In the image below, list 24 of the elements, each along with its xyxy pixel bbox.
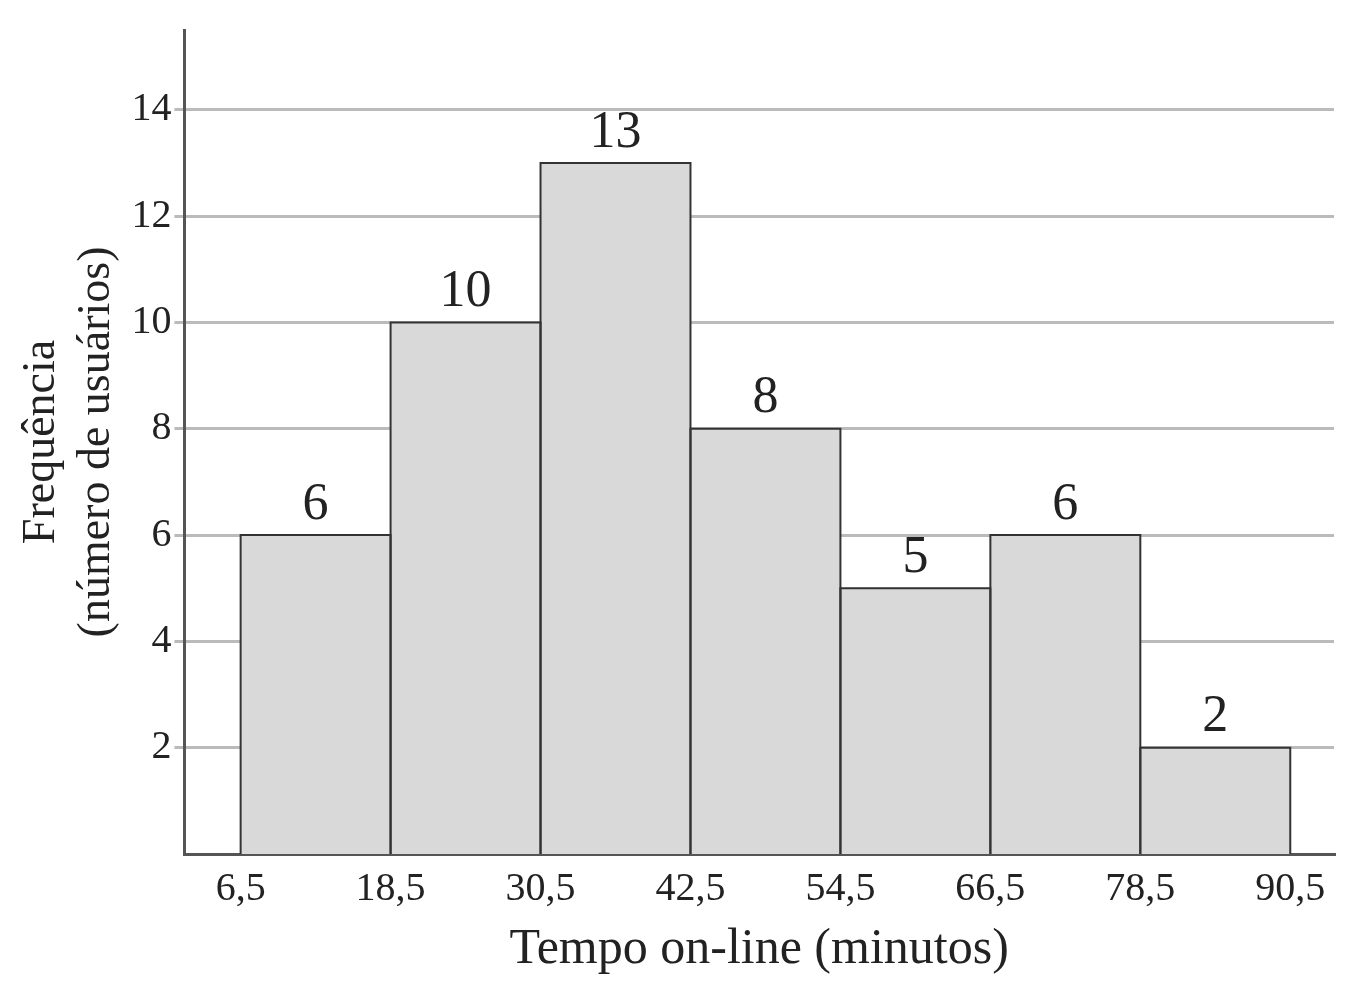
- data-label: 13: [589, 100, 642, 158]
- y-tick-label: 2: [151, 722, 172, 768]
- y-tick-label: 6: [151, 509, 172, 555]
- data-label: 6: [302, 472, 329, 530]
- x-tick-label: 30,5: [505, 863, 576, 909]
- data-label: 6: [1052, 472, 1079, 530]
- x-tick-label: 54,5: [805, 863, 876, 909]
- y-tick-label: 12: [131, 190, 172, 236]
- y-tick-label: 8: [151, 403, 172, 449]
- x-tick-label: 6,5: [215, 863, 266, 909]
- x-axis-title: Tempo on-line (minutos): [509, 918, 1009, 975]
- data-label: 8: [752, 366, 779, 424]
- x-tick-label: 78,5: [1105, 863, 1176, 909]
- x-tick-label: 18,5: [355, 863, 426, 909]
- x-tick-label: 42,5: [655, 863, 726, 909]
- data-label: 2: [1202, 685, 1229, 743]
- data-label: 10: [439, 260, 492, 318]
- y-tick-label: 14: [131, 84, 172, 130]
- data-label: 5: [902, 525, 929, 583]
- x-tick-label: 66,5: [955, 863, 1026, 909]
- y-tick-label: 10: [131, 296, 172, 342]
- y-axis-title: Frequência (número de usuários): [12, 246, 119, 638]
- y-tick-label: 4: [151, 615, 172, 661]
- x-tick-label: 90,5: [1255, 863, 1326, 909]
